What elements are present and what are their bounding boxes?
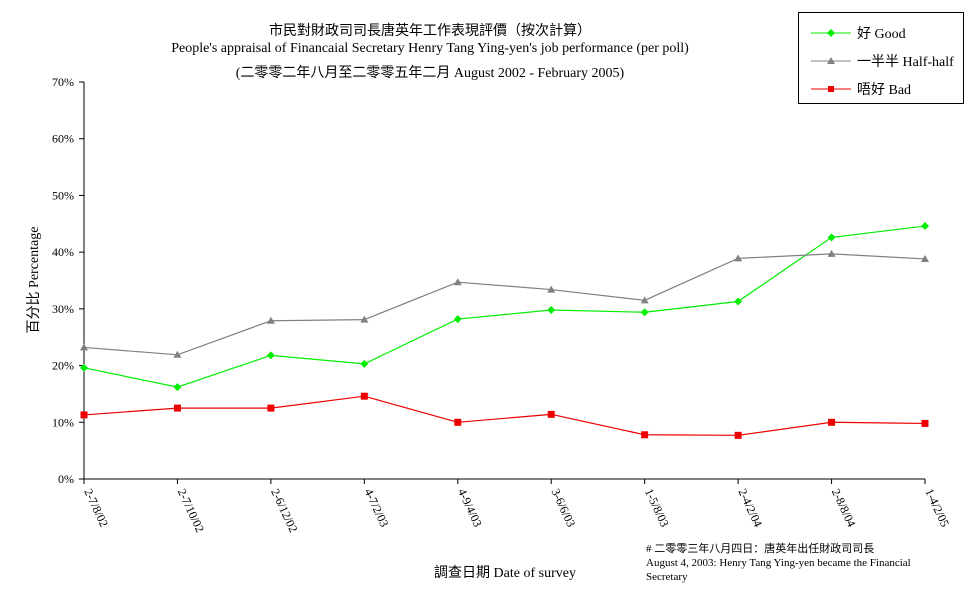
data-point-2-2 — [267, 404, 275, 412]
legend-label-bad: 唔好 Bad — [857, 83, 912, 98]
series-line-0 — [83, 225, 926, 388]
data-point-2-7 — [734, 431, 742, 439]
data-point-1-7 — [734, 254, 743, 262]
x-tick-label: 2-7/10/02 — [175, 486, 207, 534]
y-axis-label: 百分比 Percentage — [27, 226, 42, 334]
legend-swatch-bad — [811, 86, 851, 92]
data-point-0-3 — [360, 359, 369, 368]
data-point-1-4 — [453, 278, 462, 286]
y-tick-label: 40% — [52, 245, 74, 259]
data-point-0-7 — [734, 297, 743, 306]
chart-legend: 好 Good 一半半 Half-half 唔好 Bad — [798, 12, 964, 104]
x-tick-label: 2-4/2/04 — [735, 486, 765, 529]
y-tick-label: 50% — [52, 188, 74, 202]
x-tick-label: 1-5/8/03 — [642, 486, 672, 529]
data-point-0-1 — [173, 383, 182, 392]
data-point-1-2 — [266, 316, 275, 324]
x-axis-label: 調查日期 Date of survey — [434, 566, 576, 581]
x-tick-label: 3-6/6/03 — [549, 486, 579, 529]
y-tick-label: 70% — [52, 75, 74, 89]
data-point-2-0 — [80, 411, 88, 419]
series-line-2 — [83, 395, 926, 436]
chart-title-chinese: 市民對財政司司長唐英年工作表現評價（按次計算） — [269, 24, 591, 39]
x-tick-label: 4-9/4/03 — [455, 486, 485, 529]
data-point-1-9 — [921, 254, 929, 262]
data-point-2-9 — [921, 419, 929, 427]
footnote: # 二零零三年八月四日：唐英年出任財政司司長 August 4, 2003: H… — [646, 542, 946, 584]
data-point-2-1 — [173, 404, 181, 412]
y-tick-label: 60% — [52, 132, 74, 146]
y-tick-label: 20% — [52, 359, 74, 373]
x-tick-label: 2-8/8/04 — [829, 486, 859, 529]
legend-swatch-good — [811, 29, 851, 37]
x-tick-label: 2-7/8/02 — [81, 486, 111, 529]
data-point-2-3 — [360, 392, 368, 400]
x-tick-label: 1-4/2/05 — [922, 486, 952, 529]
data-point-1-8 — [827, 249, 836, 257]
data-point-1-1 — [173, 350, 182, 358]
data-point-1-6 — [640, 296, 649, 304]
data-point-2-8 — [828, 418, 836, 426]
data-point-0-9 — [921, 222, 929, 231]
data-point-0-6 — [640, 308, 649, 317]
footnote-line-1: # 二零零三年八月四日：唐英年出任財政司司長 — [646, 543, 875, 555]
data-point-0-5 — [547, 305, 556, 314]
data-point-1-5 — [547, 285, 556, 293]
data-point-2-4 — [454, 418, 462, 426]
data-point-0-8 — [827, 233, 836, 242]
y-tick-label: 30% — [52, 302, 74, 316]
legend-label-good: 好 Good — [857, 27, 906, 42]
y-tick-label: 0% — [58, 472, 74, 486]
chart-title-english: People's appraisal of Financaial Secreta… — [171, 41, 689, 56]
x-tick-label: 2-6/12/02 — [268, 486, 300, 534]
footnote-line-2: August 4, 2003: Henry Tang Ying-yen beca… — [646, 557, 911, 583]
data-point-0-4 — [453, 315, 462, 324]
data-point-0-2 — [266, 351, 275, 360]
legend-swatch-half-half — [811, 57, 851, 64]
legend-label-half-half: 一半半 Half-half — [857, 55, 954, 70]
series-line-1 — [83, 253, 926, 356]
y-tick-label: 10% — [52, 415, 74, 429]
chart-subtitle: (二零零二年八月至二零零五年二月 August 2002 - February … — [235, 66, 625, 81]
x-tick-label: 4-7/2/03 — [362, 486, 392, 529]
data-point-1-0 — [80, 343, 88, 351]
data-point-0-0 — [80, 363, 88, 372]
data-point-2-5 — [547, 410, 555, 418]
data-point-2-6 — [641, 431, 649, 439]
data-point-1-3 — [360, 315, 369, 323]
